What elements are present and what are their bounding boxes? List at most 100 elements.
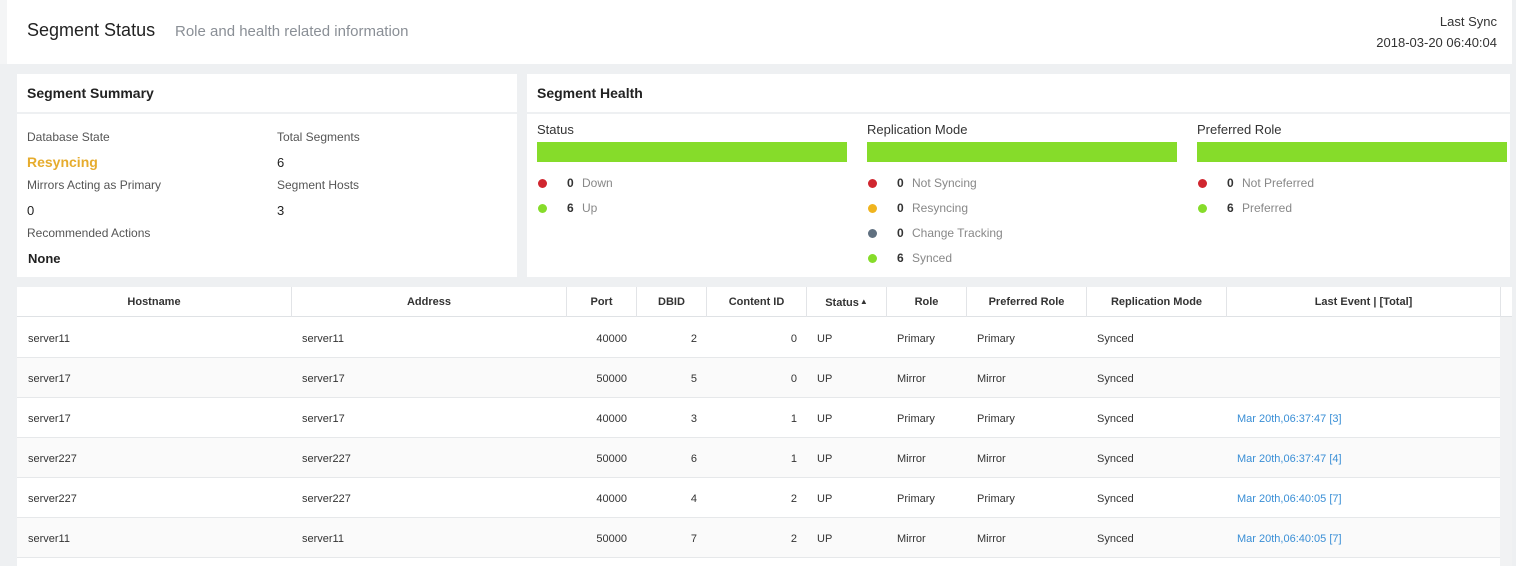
table-row[interactable]: server11 server11 40000 2 0 UP Primary Primary S…: [17, 318, 1500, 358]
red-dot-icon: [1198, 179, 1207, 188]
cell-status: UP: [817, 493, 833, 505]
cell-port: 50000: [596, 453, 627, 465]
preferred-role-bar: [1197, 142, 1507, 162]
caret-up-icon: ▲: [859, 297, 868, 306]
col-role[interactable]: Role: [887, 287, 967, 317]
cell-address: server11: [302, 533, 344, 545]
cell-role: Primary: [897, 333, 935, 345]
preferred-role-column: Preferred Role 0 Not Preferred 6 Preferr…: [1197, 122, 1507, 220]
cell-last-event[interactable]: Mar 20th,06:37:47 [4]: [1237, 453, 1342, 465]
preferred-count: 6: [1227, 201, 1234, 215]
green-dot-icon: [1198, 204, 1207, 213]
col-hostname[interactable]: Hostname: [17, 287, 292, 317]
not-syncing-row: 0 Not Syncing: [867, 170, 1177, 195]
col-replication-mode[interactable]: Replication Mode: [1087, 287, 1227, 317]
last-sync-label: Last Sync: [1439, 14, 1497, 29]
not-syncing-label: Not Syncing: [912, 176, 977, 190]
cell-preferred: Primary: [977, 413, 1015, 425]
status-column: Status 0 Down 6 Up: [537, 122, 847, 220]
green-dot-icon: [868, 254, 877, 263]
cell-hostname: server17: [28, 413, 71, 425]
cell-preferred: Mirror: [977, 453, 1006, 465]
mirrors-acting-value: 0: [27, 203, 35, 218]
cell-content: 1: [790, 453, 797, 465]
cell-address: server17: [302, 413, 345, 425]
cell-port: 50000: [596, 373, 627, 385]
table-row[interactable]: server17 server17 40000 3 1 UP Primary Primary S…: [17, 398, 1500, 438]
segment-hosts-value: 3: [277, 203, 285, 218]
segment-health-panel: Segment Health Status 0 Down 6 Up Replic…: [527, 74, 1510, 277]
last-sync-time: 2018-03-20 06:40:04: [1376, 35, 1497, 50]
cell-role: Mirror: [897, 373, 926, 385]
cell-content: 1: [790, 413, 797, 425]
segment-summary-header: Segment Summary: [17, 74, 517, 114]
yellow-dot-icon: [868, 204, 877, 213]
table-row[interactable]: server17 server17 50000 5 0 UP Mirror Mirror Syn…: [17, 358, 1500, 398]
cell-content: 2: [790, 533, 797, 545]
cell-hostname: server227: [28, 493, 77, 505]
cell-address: server227: [302, 453, 351, 465]
page-title: Segment Status: [27, 20, 156, 40]
change-tracking-row: 0 Change Tracking: [867, 220, 1177, 245]
status-bar: [537, 142, 847, 162]
red-dot-icon: [868, 179, 877, 188]
col-content-id[interactable]: Content ID: [707, 287, 807, 317]
cell-replication: Synced: [1097, 413, 1134, 425]
cell-preferred: Primary: [977, 333, 1015, 345]
cell-hostname: server11: [28, 333, 70, 345]
total-segments-label: Total Segments: [277, 130, 360, 144]
database-state-label: Database State: [27, 130, 110, 144]
total-segments-value: 6: [277, 155, 285, 170]
col-preferred-role[interactable]: Preferred Role: [967, 287, 1087, 317]
cell-role: Mirror: [897, 533, 926, 545]
cell-replication: Synced: [1097, 493, 1134, 505]
col-address[interactable]: Address: [292, 287, 567, 317]
cell-last-event[interactable]: Mar 20th,06:37:47 [3]: [1237, 413, 1342, 425]
cell-status: UP: [817, 453, 833, 465]
replication-mode-column: Replication Mode 0 Not Syncing 0 Resynci…: [867, 122, 1177, 270]
status-up-label: Up: [582, 201, 598, 215]
cell-preferred: Mirror: [977, 533, 1006, 545]
cell-port: 40000: [596, 493, 627, 505]
cell-role: Primary: [897, 493, 935, 505]
segment-health-header: Segment Health: [527, 74, 1510, 114]
cell-dbid: 5: [690, 373, 697, 385]
resyncing-row: 0 Resyncing: [867, 195, 1177, 220]
replication-mode-title: Replication Mode: [867, 122, 968, 137]
col-port[interactable]: Port: [567, 287, 637, 317]
col-last-event[interactable]: Last Event | [Total]: [1227, 287, 1501, 317]
col-status[interactable]: Status▲: [807, 287, 887, 317]
cell-hostname: server227: [28, 453, 77, 465]
cell-last-event[interactable]: Mar 20th,06:40:05 [7]: [1237, 493, 1342, 505]
mirrors-acting-label: Mirrors Acting as Primary: [27, 178, 162, 192]
cell-preferred: Mirror: [977, 373, 1006, 385]
table-row[interactable]: server227 server227 50000 6 1 UP Mirror Mirror S…: [17, 438, 1500, 478]
page-header: Segment Status Role and health related i…: [0, 0, 1512, 64]
segment-table: Hostname Address Port DBID Content ID St…: [17, 287, 1512, 566]
cell-last-event: [1237, 318, 1487, 358]
status-up-row: 6 Up: [537, 195, 847, 220]
change-tracking-count: 0: [897, 226, 904, 240]
synced-count: 6: [897, 251, 904, 265]
table-scrollbar[interactable]: [1500, 317, 1512, 566]
gray-dot-icon: [868, 229, 877, 238]
cell-dbid: 3: [690, 413, 697, 425]
synced-label: Synced: [912, 251, 953, 265]
change-tracking-label: Change Tracking: [912, 226, 1003, 240]
table-row[interactable]: server227 server227 40000 4 2 UP Primary Primar…: [17, 478, 1500, 518]
status-down-label: Down: [582, 176, 613, 190]
cell-last-event[interactable]: Mar 20th,06:40:05 [7]: [1237, 533, 1342, 545]
cell-last-event: [1237, 358, 1487, 398]
cell-address: server227: [302, 493, 351, 505]
preferred-role-title: Preferred Role: [1197, 122, 1282, 137]
cell-content: 0: [790, 373, 797, 385]
cell-status: UP: [817, 413, 833, 425]
cell-replication: Synced: [1097, 533, 1134, 545]
resyncing-count: 0: [897, 201, 904, 215]
cell-content: 0: [790, 333, 797, 345]
cell-hostname: server11: [28, 533, 70, 545]
col-dbid[interactable]: DBID: [637, 287, 707, 317]
cell-port: 40000: [596, 333, 627, 345]
cell-dbid: 4: [690, 493, 697, 505]
table-row[interactable]: server11 server11 50000 7 2 UP Mirror Mirror Syn…: [17, 518, 1500, 558]
